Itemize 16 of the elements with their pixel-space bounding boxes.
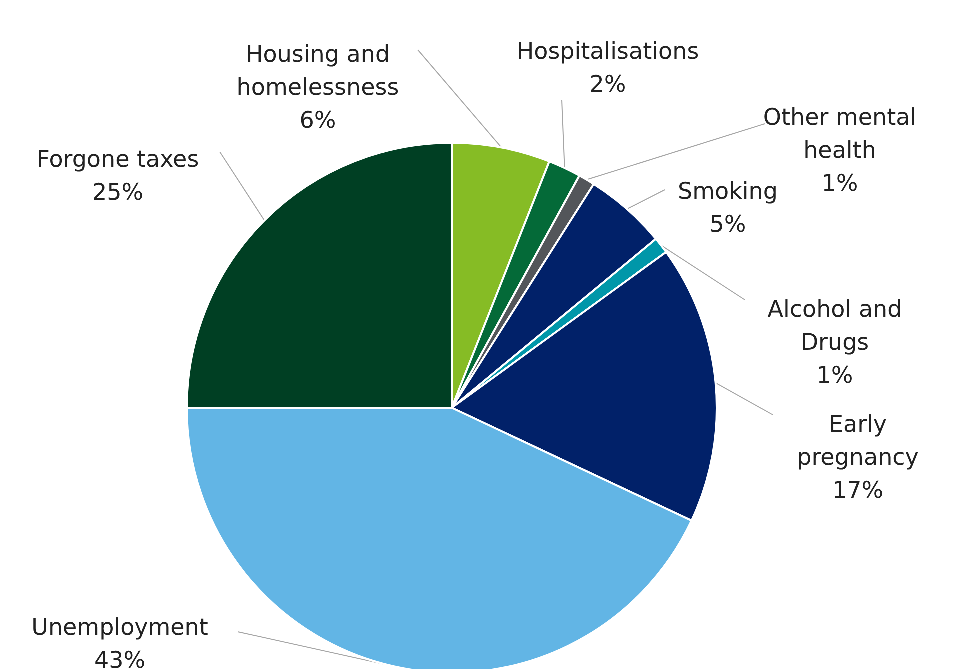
slice-label: Alcohol and Drugs [768, 297, 902, 356]
data-label: 17% [832, 478, 884, 504]
slice-label: Hospitalisations [516, 39, 700, 65]
data-label: 5% [710, 212, 746, 238]
data-label: 43% [94, 648, 146, 669]
slice-label: Forgone taxes [36, 147, 200, 173]
slice-label: Smoking [678, 179, 778, 205]
data-label: 25% [92, 180, 144, 206]
slice-label: Unemployment [32, 615, 208, 641]
data-label: 6% [300, 108, 336, 134]
slice-label: Early pregnancy [797, 412, 919, 471]
data-label: 1% [816, 363, 854, 389]
data-label: 1% [822, 171, 858, 197]
slice-label: Housing and homelessness [236, 42, 400, 101]
data-label: 2% [590, 72, 626, 98]
slice-label: Other mental health [763, 105, 917, 164]
